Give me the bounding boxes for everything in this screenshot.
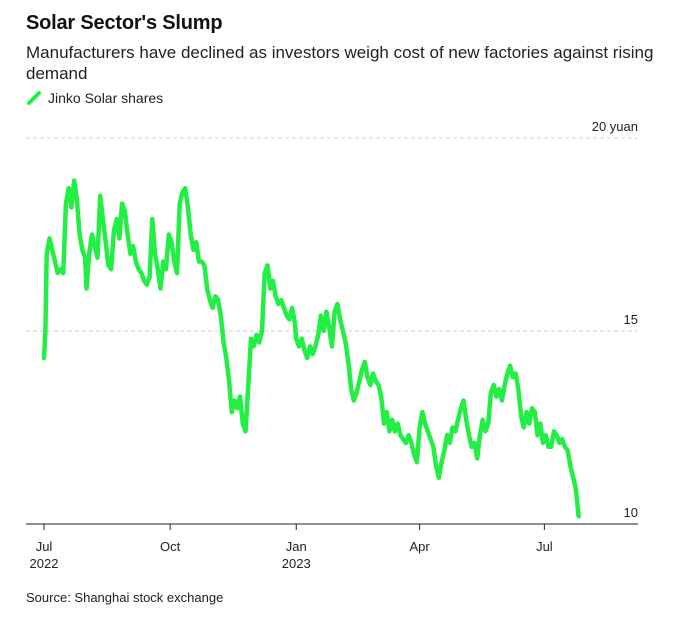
y-tick-label-15: 15 [624, 312, 638, 327]
x-tick-label-3: Apr [410, 539, 431, 554]
x-tick-sublabel-0: 2022 [30, 556, 59, 571]
chart-subtitle: Manufacturers have declined as investors… [26, 43, 654, 83]
x-axis: Jul 2022 Oct Jan 2023 Apr Jul [26, 523, 638, 571]
grid-layer: 20 yuan 15 10 [26, 119, 638, 520]
legend: Jinko Solar shares [26, 90, 163, 106]
x-tick-label-1: Oct [160, 539, 181, 554]
x-tick-label-4: Jul [536, 539, 553, 554]
x-tick-label-2: Jan [286, 539, 307, 554]
y-tick-label-20: 20 yuan [592, 119, 638, 134]
legend-swatch-icon [27, 91, 41, 105]
y-tick-label-10: 10 [624, 505, 638, 520]
chart-title: Solar Sector's Slump [26, 12, 223, 34]
series-line-jinko-solar [41, 178, 581, 519]
series-layer [41, 178, 581, 519]
source-note: Source: Shanghai stock exchange [26, 590, 224, 605]
x-tick-sublabel-2: 2023 [282, 556, 311, 571]
legend-label: Jinko Solar shares [48, 90, 164, 106]
x-tick-label-0: Jul [36, 539, 53, 554]
